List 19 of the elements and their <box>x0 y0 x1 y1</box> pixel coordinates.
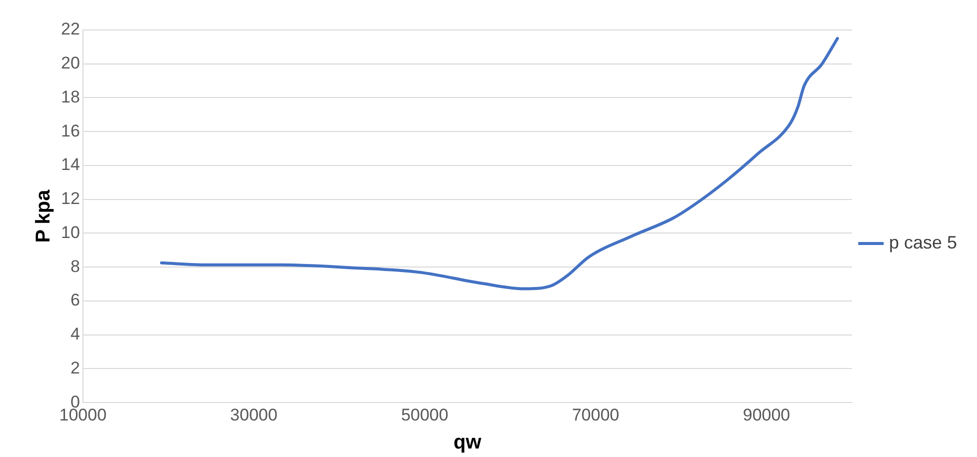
x-axis-title: qw <box>454 432 482 454</box>
y-tick-label: 20 <box>60 54 80 73</box>
x-tick-label: 50000 <box>401 405 448 424</box>
y-tick-label: 2 <box>70 358 80 378</box>
y-tick-label: 14 <box>60 155 80 174</box>
y-tick-label: 6 <box>70 290 80 310</box>
x-tick-label: 90000 <box>742 405 790 424</box>
y-tick-label: 8 <box>70 256 80 276</box>
y-tick-label: 4 <box>70 324 80 344</box>
y-tick-label: 18 <box>60 87 80 106</box>
y-tick-label: 12 <box>60 189 80 208</box>
x-tick-label: 70000 <box>572 405 620 424</box>
y-tick-label: 10 <box>60 222 80 242</box>
y-tick-label: 16 <box>60 121 80 140</box>
x-tick-label: 30000 <box>230 405 278 424</box>
line-series <box>160 36 839 290</box>
y-tick-label: 22 <box>60 20 80 39</box>
y-axis-title: P kpa <box>32 188 55 243</box>
legend-label: p case 5 <box>888 232 957 252</box>
